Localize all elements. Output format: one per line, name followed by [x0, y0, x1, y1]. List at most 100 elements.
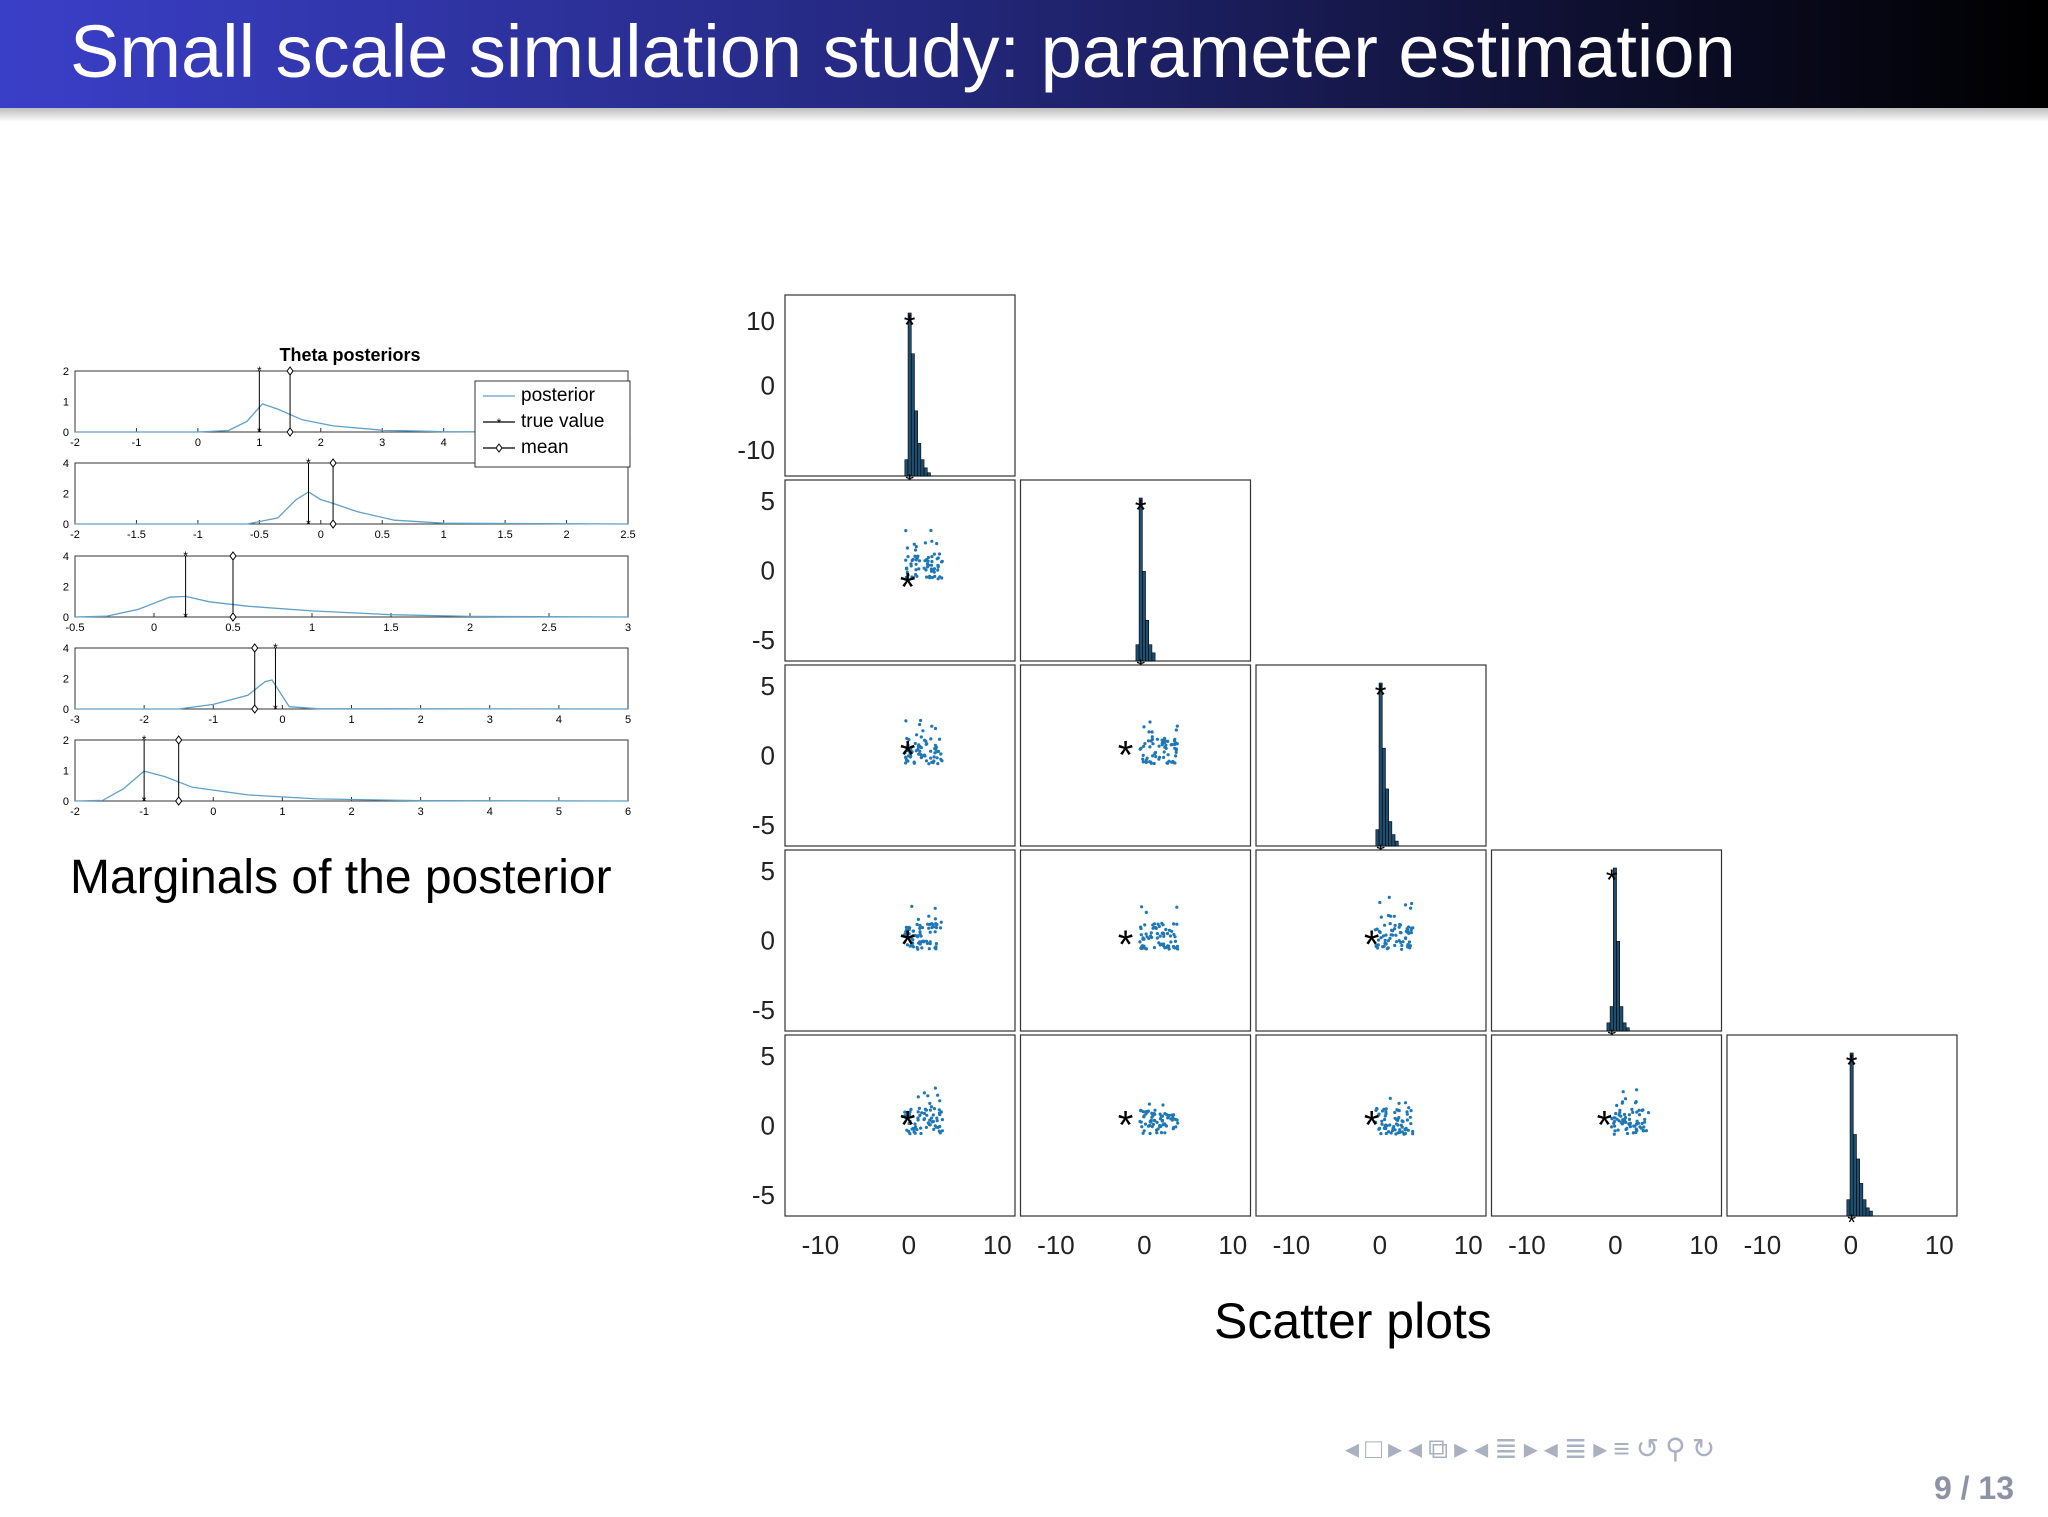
- scatter-point: [1158, 934, 1162, 938]
- scatter-point: [1407, 940, 1412, 944]
- scatter-point: [938, 575, 942, 579]
- nav-right-arrow[interactable]: ▸: [1387, 1433, 1403, 1464]
- x-tick-label: -10: [802, 1230, 840, 1260]
- y-tick-label: -5: [752, 810, 775, 840]
- scatter-point: [907, 738, 911, 742]
- true-value-marker: *: [1846, 1049, 1858, 1082]
- y-tick-label: 0: [761, 1111, 775, 1141]
- scatter-point: [1169, 940, 1173, 944]
- scatter-point: [910, 558, 914, 563]
- scatter-point: [1409, 906, 1413, 910]
- scatter-point: [936, 563, 940, 568]
- scatter-point: [1151, 754, 1155, 758]
- nav-left-arrow[interactable]: ◂: [1543, 1433, 1558, 1464]
- scatter-point: [930, 559, 934, 564]
- scatter-point: [910, 904, 914, 909]
- scatter-point: [1144, 910, 1148, 915]
- nav-left-arrow[interactable]: ◂: [1345, 1433, 1360, 1464]
- x-tick-label: 0: [1844, 1230, 1858, 1260]
- scatter-point: [924, 568, 928, 572]
- scatter-point: [918, 749, 922, 753]
- scatter-point: [1175, 922, 1179, 926]
- scatter-point: [1158, 943, 1162, 947]
- nav-undo-icon[interactable]: ↺: [1635, 1433, 1660, 1464]
- y-tick-label: 0: [761, 371, 775, 401]
- scatter-point: [913, 548, 918, 552]
- scatter-point: [906, 555, 910, 559]
- scatter-point: [935, 756, 939, 760]
- posterior-line: [75, 403, 629, 433]
- nav-redo-icon[interactable]: ↻: [1691, 1433, 1716, 1464]
- scatter-point: [1642, 1125, 1646, 1129]
- x-tick-label: 3: [625, 622, 631, 634]
- scatter-point: [1157, 744, 1161, 748]
- histogram-bar: [1151, 652, 1156, 662]
- scatter-point: [933, 930, 937, 934]
- scatter-point: [1157, 757, 1161, 761]
- scatter-point: [1155, 932, 1159, 936]
- scatter-point: [930, 724, 934, 728]
- scatter-point: [1165, 931, 1170, 936]
- nav-subsection-icon[interactable]: ⧉: [1428, 1433, 1449, 1464]
- scatter-point: [1158, 1125, 1162, 1129]
- mean-marker: [286, 366, 294, 376]
- scatter-point: [915, 574, 919, 578]
- scatter-point: [909, 564, 913, 568]
- scatter-point: [1141, 760, 1145, 764]
- nav-frame-icon[interactable]: □: [1365, 1433, 1382, 1464]
- scatter-point: [1147, 1102, 1151, 1106]
- nav-left-arrow[interactable]: ◂: [1474, 1433, 1489, 1464]
- scatter-point: [928, 930, 932, 934]
- scatter-point: [1168, 934, 1172, 938]
- scatter-point: [929, 749, 933, 753]
- nav-section-icon[interactable]: ≣: [1494, 1433, 1518, 1464]
- nav-doc-icon[interactable]: ≣: [1563, 1433, 1588, 1464]
- scatter-point: [1621, 1121, 1625, 1125]
- y-tick-label: 1: [63, 397, 69, 409]
- scatter-point: [1633, 1124, 1637, 1128]
- page-number: 9 / 13: [1933, 1470, 2014, 1506]
- scatter-point: [1638, 1125, 1642, 1129]
- scatter-point: [936, 762, 940, 766]
- histogram-bar: [920, 459, 925, 477]
- marginal-panel-2: -2 -1.5 -1 -0.5 0 0.5 1 1.5 2 2.5 0 2 4 * *: [63, 456, 636, 541]
- nav-align-icon[interactable]: ≡: [1613, 1433, 1630, 1464]
- nav-right-arrow[interactable]: ▸: [1523, 1433, 1538, 1464]
- nav-right-arrow[interactable]: ▸: [1593, 1433, 1608, 1464]
- scatter-point: [909, 1107, 913, 1111]
- marginal-panel-4: -3 -2 -1 0 1 2 3 4 5 0 2 4 * *: [63, 641, 631, 726]
- scatter-point: [1612, 1116, 1616, 1120]
- scatter-point: [1403, 1101, 1408, 1105]
- x-tick-label: 5: [556, 806, 562, 818]
- nav-search-icon[interactable]: ⚲: [1665, 1433, 1686, 1464]
- scatter-point: [1644, 1129, 1648, 1133]
- scatter-point: [916, 917, 920, 922]
- scatter-point: [1379, 1132, 1383, 1136]
- y-tick-label: -10: [737, 435, 775, 465]
- histogram-bar: [1865, 1207, 1870, 1217]
- scatter-point: [916, 1116, 920, 1120]
- y-tick-label: 0: [63, 612, 69, 624]
- scatter-point: [928, 1108, 932, 1112]
- nav-left-arrow[interactable]: ◂: [1408, 1433, 1423, 1464]
- panel-frame: [1019, 849, 1252, 1032]
- x-tick-label: -1: [132, 437, 142, 449]
- panel-frame: [1490, 849, 1723, 1032]
- scatter-point: [910, 750, 914, 754]
- scatter-point: [1174, 750, 1178, 754]
- scatter-point: [1171, 1127, 1175, 1131]
- scatter-point: [1144, 1110, 1148, 1114]
- scatter-point: [1635, 1128, 1639, 1133]
- scatter-point: [1398, 923, 1403, 927]
- scatter-point: [905, 546, 909, 550]
- nav-right-arrow[interactable]: ▸: [1454, 1433, 1469, 1464]
- true-value-marker: *: [1118, 923, 1134, 967]
- scatter-point: [905, 567, 909, 571]
- histogram-bar: [1388, 821, 1393, 847]
- scatter-point: [1174, 754, 1178, 758]
- scatter-point: [1612, 1121, 1616, 1125]
- scatter-point: [903, 1114, 907, 1118]
- scatter-point: [1637, 1108, 1641, 1112]
- scatter-point: [1400, 1130, 1404, 1134]
- true-value-marker: *: [900, 1104, 916, 1148]
